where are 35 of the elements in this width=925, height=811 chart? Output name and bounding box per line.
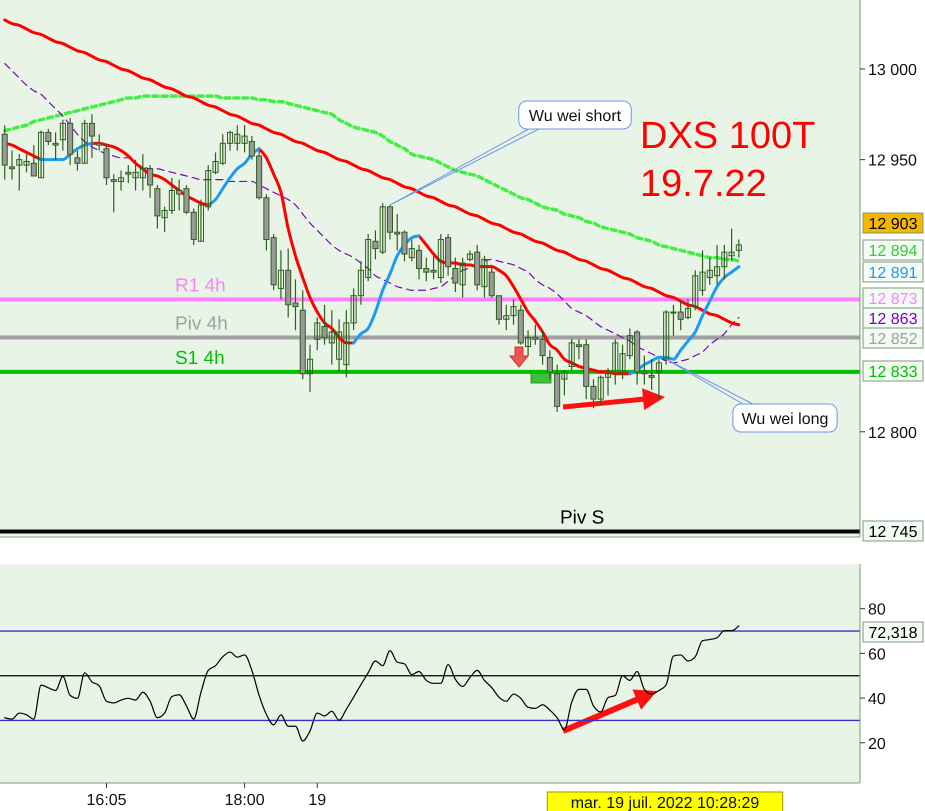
y-tick-label: 60 (868, 646, 886, 664)
text: 12 833 (868, 364, 918, 381)
text: 12 745 (868, 524, 918, 541)
text: 12 894 (868, 243, 918, 260)
text: 12 863 (868, 311, 918, 328)
text: 12 903 (868, 216, 918, 233)
annotation: Wu wei long (742, 411, 828, 428)
annotation: Wu wei short (528, 108, 622, 125)
ref-line-label: R1 4h (175, 275, 226, 296)
text: DXS 100T (640, 115, 816, 157)
text: mar. 19 juil. 2022 10:28:29 (570, 795, 760, 811)
y-tick-label: 40 (868, 691, 886, 708)
candlestick (8, 150, 16, 180)
x-tick-label: 18:00 (224, 792, 265, 809)
ref-line-label: Piv 4h (175, 313, 228, 334)
candlestick (648, 358, 655, 391)
y-tick-label: 12 950 (868, 152, 918, 170)
text: 72,318 (868, 625, 918, 642)
candlestick (546, 350, 553, 380)
text: 12 891 (868, 265, 918, 282)
ref-line-label: S1 4h (175, 348, 225, 369)
y-tick-label: 20 (868, 736, 886, 753)
text: 19.7.22 (640, 163, 767, 205)
candlestick (736, 238, 742, 258)
candlestick (96, 134, 102, 152)
x-tick-label: 16:05 (86, 792, 127, 809)
y-tick-label: 80 (868, 602, 886, 619)
candlestick (656, 358, 662, 400)
y-tick-label: 12 800 (868, 424, 918, 442)
candlestick (52, 132, 59, 160)
y-tick-label: 13 000 (868, 62, 918, 79)
x-tick-label: 19 (308, 792, 326, 809)
text: 12 873 (868, 291, 918, 308)
ref-line-label: Piv S (560, 508, 604, 529)
text: 12 852 (868, 331, 918, 348)
